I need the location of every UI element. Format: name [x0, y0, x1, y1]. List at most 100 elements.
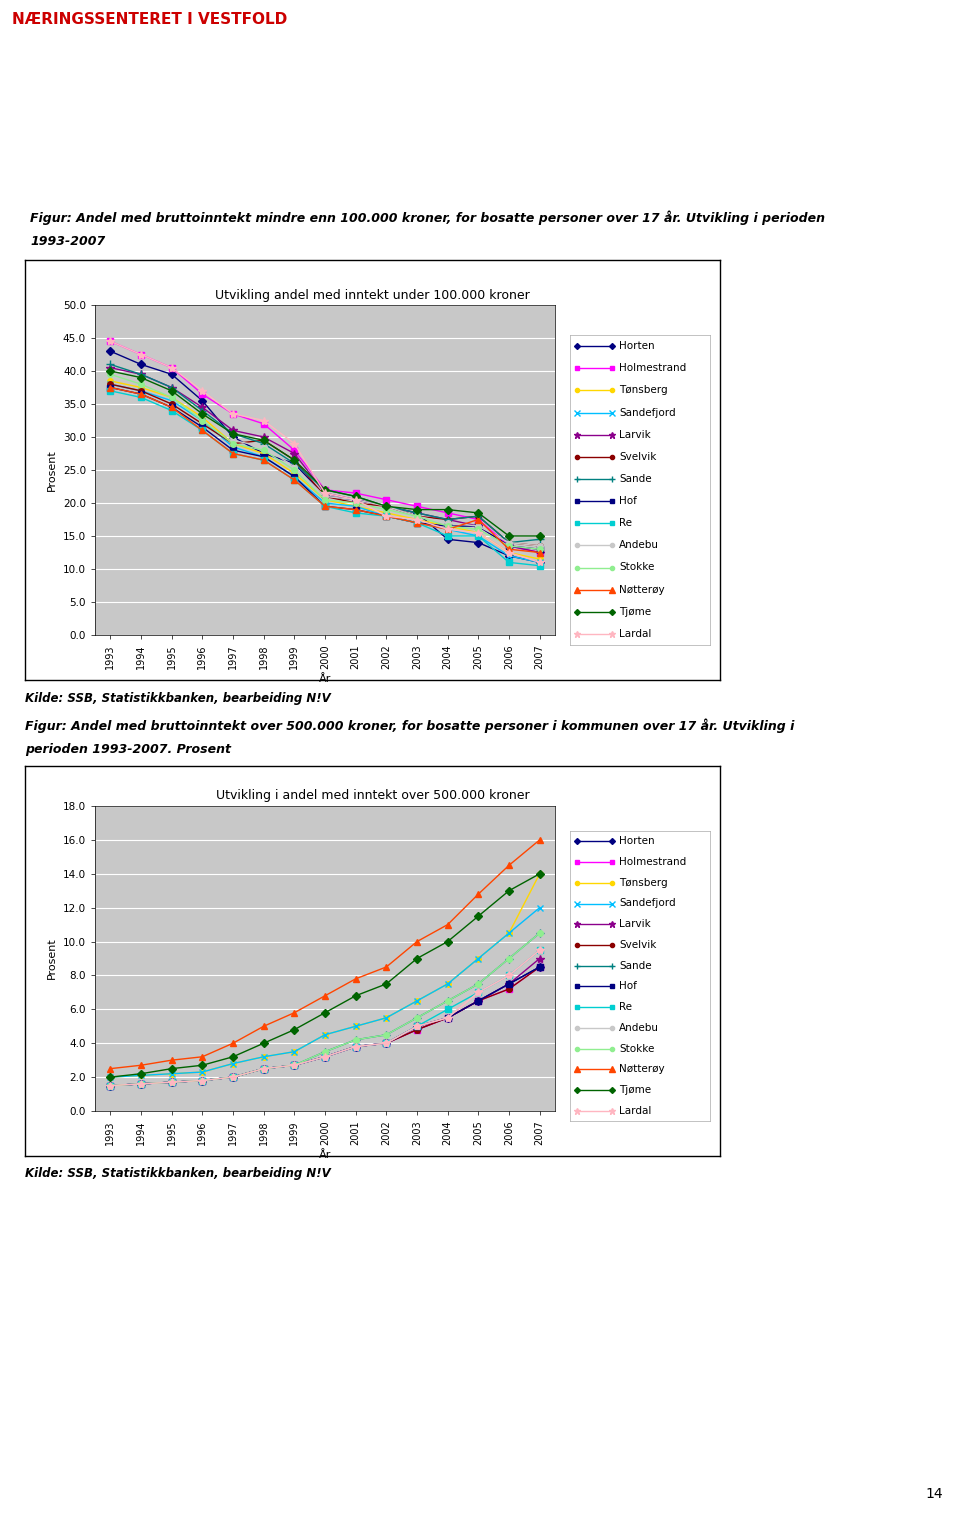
Tønsberg — [472, 524, 484, 543]
Text: Figur: Andel med bruttoinntekt over 500.000 kroner, for bosatte personer i kommu: Figur: Andel med bruttoinntekt over 500.… — [25, 718, 794, 733]
Tjøme — [258, 1035, 270, 1053]
Sande — [411, 1009, 422, 1027]
Text: Kilde: SSB, Statistikkbanken, bearbeiding N!V: Kilde: SSB, Statistikkbanken, bearbeidin… — [25, 1167, 331, 1181]
Andebu — [228, 1068, 239, 1087]
Stokke — [503, 949, 515, 968]
Horten — [380, 1035, 392, 1053]
Larvik — [380, 497, 392, 515]
Andebu — [472, 983, 484, 1001]
Holmestrand — [166, 1073, 178, 1091]
Sandefjord — [258, 448, 270, 466]
Svelvik — [442, 1009, 453, 1027]
Sande — [166, 378, 178, 396]
Lardal — [166, 1073, 178, 1091]
Holmestrand — [442, 504, 453, 523]
Holmestrand — [135, 1074, 147, 1093]
Horten — [503, 975, 515, 994]
Horten — [320, 1047, 331, 1065]
Sande — [289, 454, 300, 472]
Text: Nøtterøy: Nøtterøy — [619, 585, 664, 594]
Nøtterøy — [289, 471, 300, 489]
Tønsberg — [320, 491, 331, 509]
Nøtterøy — [166, 1052, 178, 1070]
Tønsberg — [105, 372, 116, 390]
Nøtterøy — [534, 544, 545, 562]
Horten — [258, 1059, 270, 1077]
Sandefjord — [105, 1068, 116, 1087]
Sande — [135, 1074, 147, 1093]
Text: Sandefjord: Sandefjord — [619, 407, 676, 418]
Larvik — [320, 485, 331, 503]
Holmestrand — [228, 1068, 239, 1087]
Svelvik — [534, 957, 545, 975]
Nøtterøy — [411, 514, 422, 532]
Line: Sande: Sande — [107, 360, 543, 547]
Holmestrand — [197, 386, 208, 404]
Text: Stokke: Stokke — [619, 1044, 655, 1053]
Lardal — [472, 983, 484, 1001]
Horten — [166, 366, 178, 384]
Larvik — [105, 1076, 116, 1094]
Tjøme — [349, 986, 361, 1004]
Stokke — [380, 1026, 392, 1044]
Nøtterøy — [166, 398, 178, 416]
Line: Nøtterøy: Nøtterøy — [107, 384, 543, 556]
Text: 1993-2007: 1993-2007 — [30, 235, 106, 248]
Hof — [166, 398, 178, 416]
Holmestrand — [472, 992, 484, 1010]
Line: Larvik: Larvik — [107, 364, 543, 556]
Horten — [411, 504, 422, 523]
Lardal — [472, 524, 484, 543]
Hof — [197, 418, 208, 436]
Hof — [320, 1047, 331, 1065]
Tønsberg — [289, 465, 300, 483]
Nøtterøy — [228, 445, 239, 463]
Larvik — [442, 511, 453, 529]
Nøtterøy — [503, 856, 515, 875]
Stokke — [380, 500, 392, 518]
Lardal — [320, 485, 331, 503]
Sande — [320, 1042, 331, 1061]
Horten — [135, 355, 147, 373]
Tønsberg — [197, 1062, 208, 1081]
Holmestrand — [228, 405, 239, 424]
Sande — [228, 1068, 239, 1087]
Sande — [228, 425, 239, 443]
Text: Holmestrand: Holmestrand — [619, 363, 686, 373]
Tønsberg — [258, 1047, 270, 1065]
Larvik — [105, 358, 116, 376]
Nøtterøy — [349, 500, 361, 518]
Andebu — [197, 405, 208, 424]
Horten — [258, 445, 270, 463]
Tjøme — [197, 1056, 208, 1074]
Tjøme — [105, 361, 116, 379]
Nøtterøy — [472, 511, 484, 529]
Re — [472, 527, 484, 546]
Stokke — [166, 1073, 178, 1091]
Y-axis label: Prosent: Prosent — [47, 937, 58, 980]
Stokke — [228, 434, 239, 453]
Holmestrand — [197, 1071, 208, 1090]
Tønsberg — [105, 1068, 116, 1087]
Holmestrand — [411, 1021, 422, 1039]
Sandefjord — [380, 1009, 392, 1027]
Line: Stokke: Stokke — [108, 930, 542, 1088]
Hof — [135, 1074, 147, 1093]
Holmestrand — [258, 415, 270, 433]
Sande — [534, 530, 545, 549]
Tønsberg — [534, 864, 545, 882]
Nøtterøy — [411, 933, 422, 951]
Sandefjord — [534, 553, 545, 572]
Sandefjord — [228, 1055, 239, 1073]
Larvik — [197, 1071, 208, 1090]
Holmestrand — [105, 1076, 116, 1094]
Hof — [380, 507, 392, 526]
Text: Hof: Hof — [619, 981, 636, 991]
Hof — [228, 1068, 239, 1087]
Lardal — [105, 1076, 116, 1094]
Horten — [166, 1073, 178, 1091]
Text: Utvikling andel med inntekt under 100.000 kroner: Utvikling andel med inntekt under 100.00… — [215, 290, 530, 302]
Larvik — [503, 536, 515, 555]
Sande — [105, 1076, 116, 1094]
Andebu — [472, 517, 484, 535]
